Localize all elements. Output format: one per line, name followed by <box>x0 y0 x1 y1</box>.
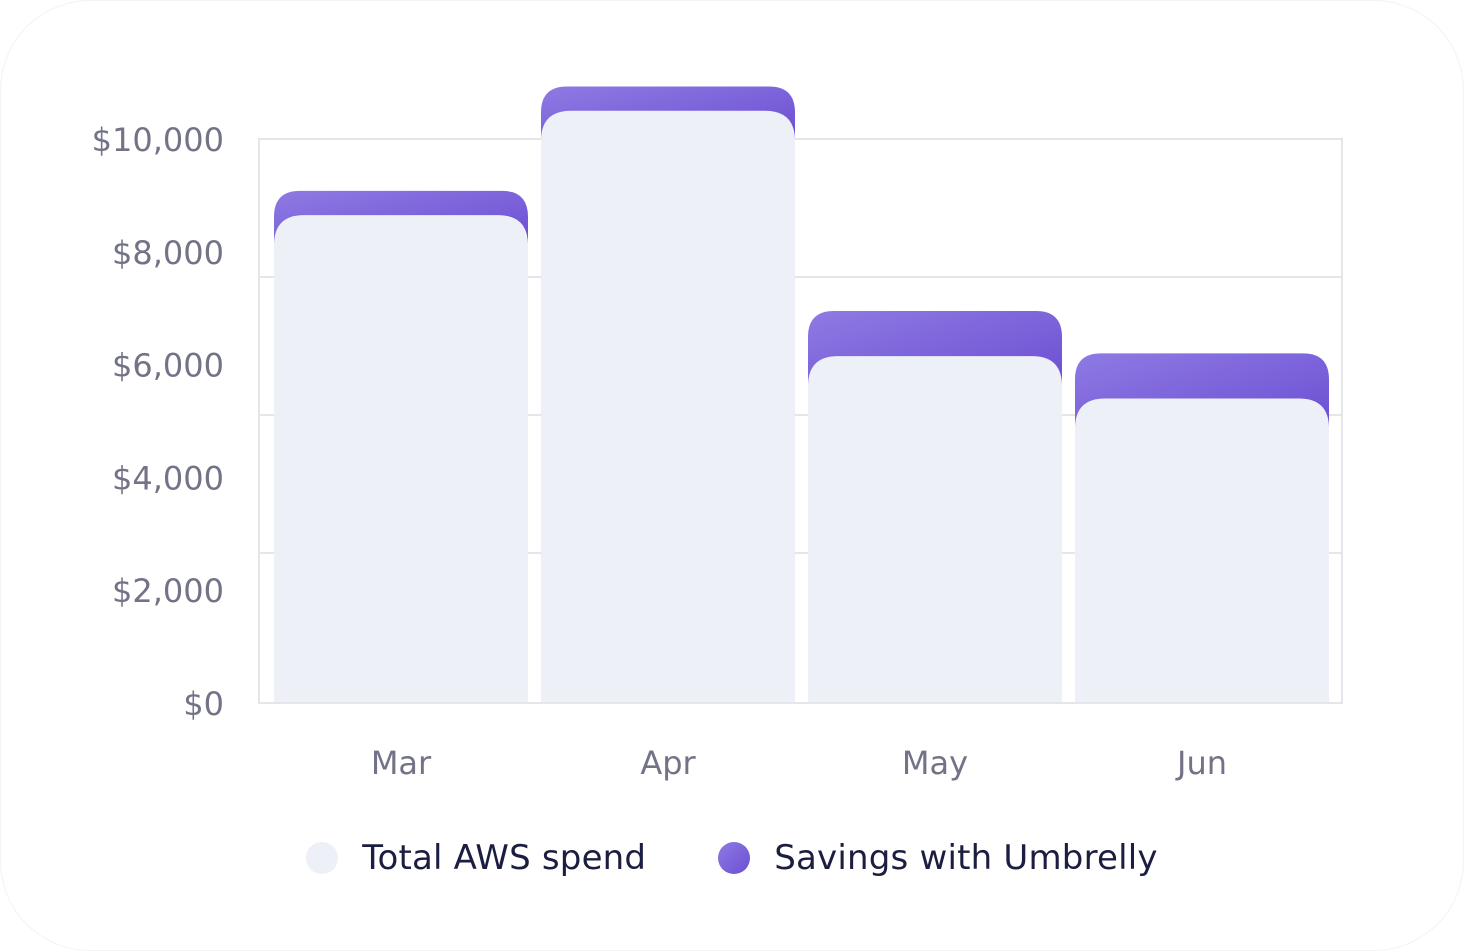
x-tick-label: Apr <box>640 744 696 782</box>
legend-item-savings: Savings with Umbrelly <box>718 838 1158 878</box>
y-tick-label: $6,000 <box>112 347 224 385</box>
bar-total-spend-apr <box>541 110 795 703</box>
legend: Total AWS spend Savings with Umbrelly <box>0 832 1464 884</box>
x-tick-label: May <box>902 744 968 782</box>
y-axis-ticks: $0 $2,000 $4,000 $6,000 $8,000 $10,000 <box>92 121 224 723</box>
y-tick-label: $10,000 <box>92 121 224 159</box>
x-axis-labels: Mar Apr May Jun <box>371 744 1227 782</box>
bar-total-spend-mar <box>274 215 528 702</box>
x-tick-label: Jun <box>1175 744 1227 782</box>
legend-swatch-savings <box>718 842 751 874</box>
legend-item-total-spend: Total AWS spend <box>306 838 646 878</box>
bar-total-spend-jun <box>1075 398 1329 702</box>
legend-label-savings: Savings with Umbrelly <box>774 838 1158 878</box>
bar-total-spend-may <box>808 356 1062 702</box>
y-tick-label: $8,000 <box>112 234 224 272</box>
y-tick-label: $4,000 <box>112 459 224 497</box>
y-tick-label: $0 <box>183 685 224 723</box>
bars <box>274 86 1329 703</box>
plot-frame <box>258 138 1343 704</box>
legend-label-total-spend: Total AWS spend <box>362 838 647 878</box>
x-tick-label: Mar <box>371 744 432 782</box>
legend-swatch-total-spend <box>306 842 339 874</box>
y-tick-label: $2,000 <box>112 572 224 610</box>
